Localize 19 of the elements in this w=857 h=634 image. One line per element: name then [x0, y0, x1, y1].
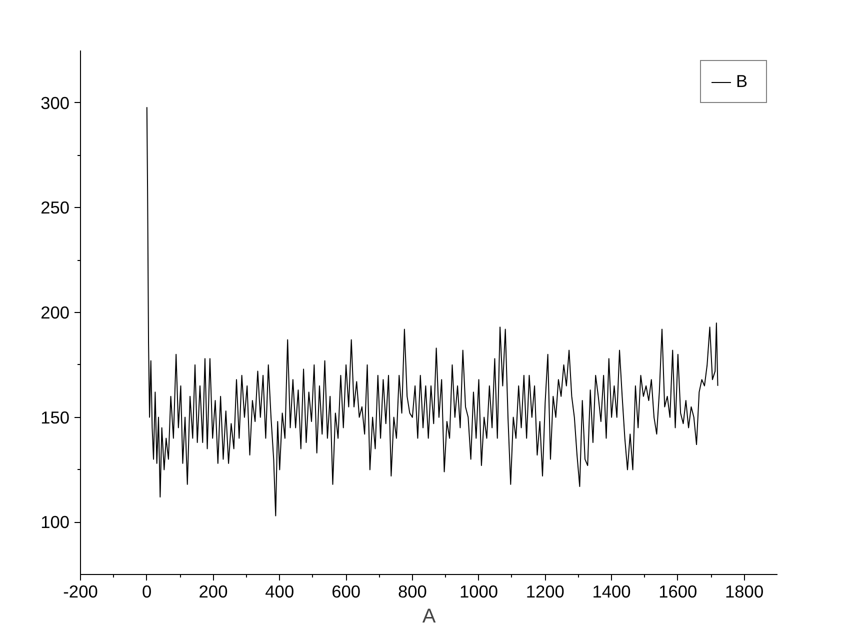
y-tick-label: 150: [40, 407, 70, 428]
line-series: [146, 106, 718, 516]
x-tick-label: 1600: [658, 582, 698, 602]
y-tick-label: 100: [40, 512, 70, 532]
y-tick-label: 200: [40, 302, 70, 322]
x-tick-label: 1400: [592, 582, 631, 602]
x-tick-label: -200: [63, 582, 98, 602]
x-tick-label: 600: [332, 582, 360, 602]
x-tick-label: 200: [198, 582, 228, 602]
x-tick-label: 1200: [526, 582, 564, 602]
y-tick-label: 300: [40, 92, 70, 113]
legend-label: B: [736, 71, 749, 92]
x-tick-label: 400: [265, 582, 294, 602]
x-axis-title: A: [422, 606, 436, 628]
x-tick-label: 1800: [725, 582, 764, 602]
x-tick-label: 0: [142, 582, 152, 602]
x-tick-label: 800: [398, 582, 427, 602]
y-tick-label: 250: [40, 198, 70, 218]
x-tick-label: 1000: [460, 582, 498, 602]
